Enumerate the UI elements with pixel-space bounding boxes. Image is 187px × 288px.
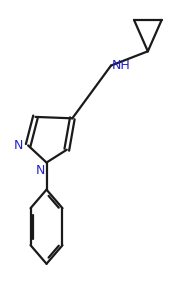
Text: N: N [14, 139, 24, 152]
Text: NH: NH [112, 59, 131, 72]
Text: N: N [36, 164, 46, 177]
